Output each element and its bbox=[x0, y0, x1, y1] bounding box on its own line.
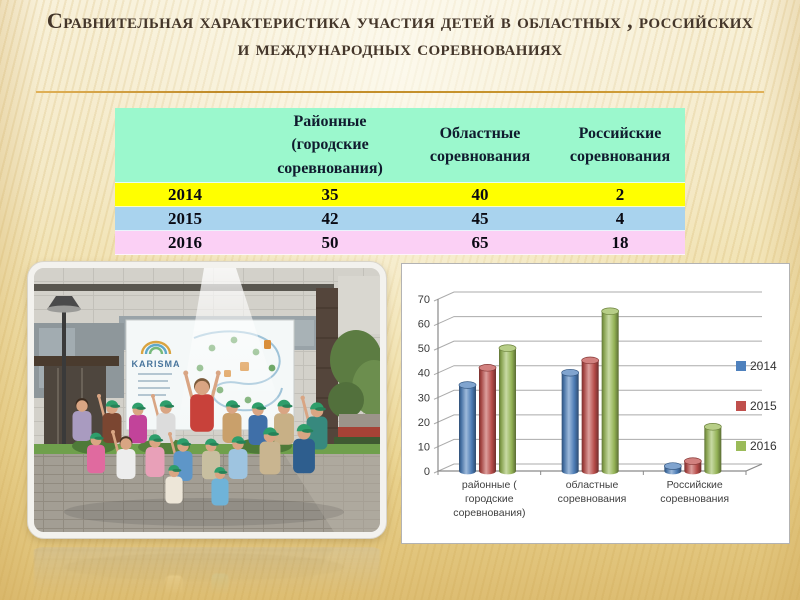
person-figure bbox=[183, 370, 221, 432]
y-tick-label: 30 bbox=[418, 392, 430, 404]
category-label: городские bbox=[465, 493, 514, 505]
gridline bbox=[433, 414, 762, 425]
bar-2015-cat0 bbox=[478, 364, 497, 475]
flower-bed bbox=[338, 427, 380, 437]
person-figure bbox=[165, 464, 183, 504]
legend-swatch bbox=[736, 361, 746, 371]
gridline bbox=[433, 291, 762, 302]
table-row: 2014 35 40 2 bbox=[115, 182, 685, 207]
y-tick-label: 10 bbox=[418, 441, 430, 453]
title-underline bbox=[36, 91, 764, 93]
bar-2016-cat0 bbox=[498, 344, 517, 475]
column-header: Российские соревнования bbox=[555, 108, 685, 183]
bar-2014-cat2 bbox=[663, 462, 682, 475]
table-row: 2015 42 45 4 bbox=[115, 206, 685, 231]
bar-2016-cat1 bbox=[601, 307, 620, 475]
year-cell: 2015 bbox=[115, 206, 255, 231]
value-cell: 40 bbox=[405, 182, 555, 207]
category-label: Российские bbox=[667, 479, 723, 491]
legend-label: 2015 bbox=[750, 399, 777, 413]
roof-line bbox=[34, 284, 334, 291]
category-label: соревнования bbox=[558, 493, 627, 505]
category-label: областные bbox=[566, 479, 619, 491]
group-photo: KARISMA bbox=[28, 262, 386, 538]
person-figure bbox=[211, 573, 229, 600]
column-header bbox=[115, 108, 255, 183]
photo-reflection: KARISMA bbox=[28, 547, 386, 600]
bar-2014-cat1 bbox=[561, 368, 580, 475]
person-figure bbox=[274, 399, 294, 445]
gridline bbox=[433, 340, 762, 351]
legend-label: 2014 bbox=[750, 359, 777, 373]
bar-2015-cat1 bbox=[581, 356, 600, 475]
year-cell: 2016 bbox=[115, 230, 255, 255]
gridline bbox=[433, 438, 762, 449]
table-row: 2016 50 65 18 bbox=[115, 230, 685, 255]
door-canopy bbox=[34, 356, 119, 366]
gridline bbox=[433, 316, 762, 327]
value-cell: 18 bbox=[555, 230, 685, 255]
value-cell: 4 bbox=[555, 206, 685, 231]
bar-2016-cat2 bbox=[703, 423, 722, 475]
bar-2015-cat2 bbox=[683, 457, 702, 475]
y-tick-label: 40 bbox=[418, 368, 430, 380]
value-cell: 45 bbox=[405, 206, 555, 231]
value-cell: 50 bbox=[255, 230, 405, 255]
y-tick-label: 60 bbox=[418, 319, 430, 331]
legend-label: 2016 bbox=[750, 439, 777, 453]
column-header: Районные (городские соревнования) bbox=[255, 108, 405, 183]
y-tick-label: 70 bbox=[418, 294, 430, 306]
person-figure bbox=[228, 436, 248, 479]
person-figure bbox=[248, 402, 268, 445]
person-figure bbox=[72, 398, 92, 441]
legend-swatch bbox=[736, 401, 746, 411]
value-cell: 42 bbox=[255, 206, 405, 231]
results-table: Районные (городские соревнования) Областн… bbox=[115, 108, 685, 255]
category-label: соревнования) bbox=[453, 507, 525, 519]
column-header: Областные соревнования bbox=[405, 108, 555, 183]
person-figure bbox=[128, 402, 148, 444]
bar-2014-cat0 bbox=[458, 381, 477, 475]
gridline bbox=[433, 463, 762, 474]
value-cell: 2 bbox=[555, 182, 685, 207]
person-figure bbox=[111, 430, 136, 479]
children-group bbox=[72, 370, 328, 506]
table-header-row: Районные (городские соревнования) Областн… bbox=[115, 108, 685, 183]
bar-chart: 0 10 20 30 40 50 60 70 2014 2015 2016 районные ( гор… bbox=[401, 263, 790, 544]
y-tick-label: 0 bbox=[424, 466, 430, 478]
chart-canvas: 0 10 20 30 40 50 60 70 2014 2015 2016 районные ( гор… bbox=[418, 291, 777, 519]
value-cell: 35 bbox=[255, 182, 405, 207]
legend-swatch bbox=[736, 441, 746, 451]
person-figure bbox=[222, 400, 242, 443]
person-figure bbox=[259, 427, 281, 475]
year-cell: 2014 bbox=[115, 182, 255, 207]
person-figure bbox=[165, 575, 183, 600]
category-label: соревнования bbox=[660, 493, 729, 505]
lamp-post bbox=[62, 310, 66, 452]
stone-wall bbox=[339, 414, 380, 427]
person-figure bbox=[145, 434, 165, 477]
slide-title: Сравнительная характеристика участия дет… bbox=[46, 8, 754, 60]
person-figure bbox=[97, 394, 122, 443]
category-label: районные ( bbox=[462, 479, 517, 491]
person-figure bbox=[293, 424, 315, 474]
person-figure bbox=[211, 466, 229, 506]
y-tick-label: 20 bbox=[418, 417, 430, 429]
gridline bbox=[433, 389, 762, 400]
photo-scene: KARISMA bbox=[34, 547, 380, 600]
person-figure bbox=[86, 432, 106, 474]
board-logo-text: KARISMA bbox=[132, 359, 181, 369]
value-cell: 65 bbox=[405, 230, 555, 255]
children-group bbox=[165, 573, 229, 600]
photo-scene: KARISMA bbox=[34, 268, 380, 532]
gridline bbox=[433, 365, 762, 376]
y-tick-label: 50 bbox=[418, 343, 430, 355]
